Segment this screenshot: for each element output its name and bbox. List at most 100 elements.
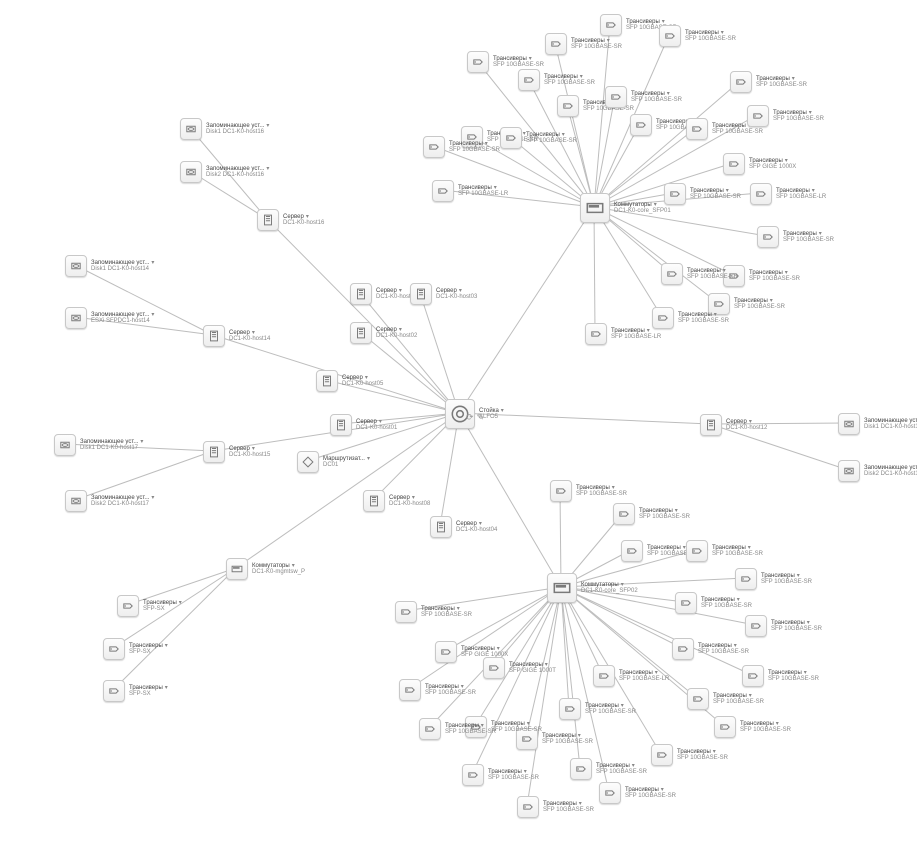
node-s1_6[interactable]: Трансиверы▾SFP 10GBASE-SR [545,33,622,55]
node-s1_9[interactable]: Трансиверы▾SFP 10GBASE-SR [605,86,682,108]
node-hub_sfp2[interactable]: Коммутаторы▾DC1-K0-core_SFP02 [547,573,638,603]
sfp-icon [686,540,708,562]
sfp-icon [103,638,125,660]
disk-icon [180,161,202,183]
node-sub-text: SFP 10GBASE-SR [491,727,542,733]
node-label: Запоминающее уст...▾Disk1 DC1-K0-host12 [864,418,917,431]
node-srv07[interactable]: Сервер▾DC1-K0-host07 [350,283,417,305]
node-s2_20[interactable]: Трансиверы▾SFP 10GBASE-SR [419,718,496,740]
sfp-icon [735,568,757,590]
node-s2_18[interactable]: Трансиверы▾SFP 10GBASE-SR [462,764,539,786]
node-sub-text: DC1-K0-core_SFP02 [581,588,638,594]
node-label: Трансиверы▾SFP-SX [129,685,168,698]
node-s2_12[interactable]: Трансиверы▾SFP 10GBASE-LR [593,665,669,687]
node-s2_7[interactable]: Трансиверы▾SFP 10GBASE-SR [672,638,749,660]
refresh-icon[interactable]: ⟳ [466,412,474,423]
node-label: Трансиверы▾SFP 10GBASE-SR [677,749,728,762]
node-hub_srv12[interactable]: Сервер▾DC1-K0-host12 [700,414,767,436]
node-s2_13[interactable]: Трансиверы▾SFP 10GBASE-SR [599,782,676,804]
node-srv03[interactable]: Сервер▾DC1-K0-host03 [410,283,477,305]
node-srv04[interactable]: Сервер▾DC1-K0-host04 [430,516,497,538]
node-s2_21[interactable]: Трансиверы▾SFP 10GBASE-SR [399,679,476,701]
node-srv08[interactable]: Сервер▾DC1-K0-host08 [363,490,430,512]
node-sub-text: DC1-K0-host15 [229,452,270,458]
node-hub_sfp1[interactable]: Коммутаторы▾DC1-K0-core_SFP01 [580,193,671,223]
node-s1_5[interactable]: Трансиверы▾SFP 10GBASE-SR [518,69,595,91]
node-mg3[interactable]: Трансиверы▾SFP-SX [103,680,168,702]
node-s2_24[interactable]: Трансиверы▾SFP 10GBASE-SR [395,601,472,623]
node-s1_13[interactable]: Трансиверы▾SFP 10GBASE-SR [730,71,807,93]
node-s1_23[interactable]: Трансиверы▾SFP 10GBASE-LR [585,323,661,345]
edit-icon[interactable]: ✎ [477,412,485,423]
node-label: Трансиверы▾SFP 10GBASE-SR [596,763,647,776]
node-st15b[interactable]: Запоминающее уст...▾Disk2 DC1-K0-host17 [65,490,154,512]
node-s2_14[interactable]: Трансиверы▾SFP 10GBASE-SR [570,758,647,780]
node-sub-text: DC1-K0-host04 [456,527,497,533]
node-s2_9[interactable]: Трансиверы▾SFP 10GBASE-SR [687,688,764,710]
node-sub-text: Disk1 DC1-K0-host12 [864,424,917,430]
node-s2_23[interactable]: Трансиверы▾SFP GIGE 1000T [483,657,556,679]
node-st14a[interactable]: Запоминающее уст...▾Disk1 DC1-K0-host14 [65,255,154,277]
node-sub-text: SFP 10GBASE-SR [740,727,791,733]
node-s2_10[interactable]: Трансиверы▾SFP 10GBASE-SR [714,716,791,738]
node-rtr[interactable]: Маршрутизат...▾DC01 [297,451,370,473]
node-st14b[interactable]: Запоминающее уст...▾ESXi SFPDC1-host14 [65,307,154,329]
node-s1_4[interactable]: Трансиверы▾SFP 10GBASE-SR [500,127,577,149]
node-s1_15[interactable]: Трансиверы▾SFP GIGE 1000X [723,153,796,175]
server-icon [700,414,722,436]
node-label: Трансиверы▾SFP 10GBASE-SR [543,801,594,814]
node-sub-text: Disk1 DC1-K0-host14 [91,266,154,272]
node-mg1[interactable]: Трансиверы▾SFP-SX [117,595,182,617]
node-hub_srv14[interactable]: Сервер▾DC1-K0-host14 [203,325,270,347]
node-s2_6[interactable]: Трансиверы▾SFP 10GBASE-SR [745,615,822,637]
node-hub_mgmt[interactable]: Коммутаторы▾DC1-K0-mgmtsw_P [226,558,305,580]
node-s1_10[interactable]: Трансиверы▾SFP 10GBASE-SR [659,25,736,47]
node-srv01[interactable]: Сервер▾DC1-K0-host01 [330,414,397,436]
node-sub-text: SFP 10GBASE-SR [687,274,738,280]
node-label: Трансиверы▾SFP 10GBASE-SR [773,110,824,123]
node-sub-text: Disk2 DC1-K0-host16 [206,172,269,178]
node-s1_18[interactable]: Трансиверы▾SFP 10GBASE-SR [757,226,834,248]
node-s1_2[interactable]: Трансиверы▾SFP 10GBASE-SR [423,136,500,158]
node-s2_3[interactable]: Трансиверы▾SFP 10GBASE-SR [686,540,763,562]
node-srvS[interactable]: Сервер▾DC1-K0-host05 [316,370,383,392]
node-s1_0[interactable]: Трансиверы▾SFP 10GBASE-LR [432,180,508,202]
sfp-icon [550,480,572,502]
node-hub_srv15[interactable]: Сервер▾DC1-K0-host15 [203,441,270,463]
node-s1_22[interactable]: Трансиверы▾SFP 10GBASE-SR [652,307,729,329]
disk-icon [838,460,860,482]
node-s2_0[interactable]: Трансиверы▾SFP 10GBASE-SR [550,480,627,502]
node-sub-text: DC1-K0-host05 [342,381,383,387]
node-s1_17[interactable]: Трансиверы▾SFP 10GBASE-SR [664,183,741,205]
node-sub-text: SFP 10GBASE-SR [576,491,627,497]
node-mg2[interactable]: Трансиверы▾SFP-SX [103,638,168,660]
node-s1_20[interactable]: Трансиверы▾SFP 10GBASE-SR [661,263,738,285]
node-label: Трансиверы▾SFP 10GBASE-SR [685,30,736,43]
node-st12b[interactable]: Запоминающее уст...▾Disk2 DC1-K0-host12 [838,460,917,482]
disk-icon [54,434,76,456]
node-st15a[interactable]: Запоминающее уст...▾Disk1 DC1-K0-host17 [54,434,143,456]
node-label: Трансиверы▾SFP 10GBASE-LR [776,188,826,201]
node-st16a[interactable]: Запоминающее уст...▾Disk1 DC1-K0-host16 [180,118,269,140]
node-s1_16[interactable]: Трансиверы▾SFP 10GBASE-LR [750,183,826,205]
sfp-icon [500,127,522,149]
node-st12a[interactable]: Запоминающее уст...▾Disk1 DC1-K0-host12 [838,413,917,435]
node-sub-text: SFP 10GBASE-SR [631,97,682,103]
node-label: Трансиверы▾SFP 10GBASE-SR [625,787,676,800]
node-label: Запоминающее уст...▾ESXi SFPDC1-host14 [91,312,154,325]
node-srv02[interactable]: Сервер▾DC1-K0-host02 [350,322,417,344]
sfp-icon [613,503,635,525]
node-st16b[interactable]: Запоминающее уст...▾Disk2 DC1-K0-host16 [180,161,269,183]
node-s2_5[interactable]: Трансиверы▾SFP 10GBASE-SR [675,592,752,614]
node-s2_15[interactable]: Трансиверы▾SFP 10GBASE-SR [559,698,636,720]
node-hub_srv16[interactable]: Сервер▾DC1-K0-host16 [257,209,324,231]
node-s2_8[interactable]: Трансиверы▾SFP 10GBASE-SR [742,665,819,687]
node-s2_16[interactable]: Трансиверы▾SFP 10GBASE-SR [517,796,594,818]
sfp-icon [432,180,454,202]
node-sub-text: SFP 10GBASE-SR [421,612,472,618]
topology-canvas[interactable]: Стойка▾ALFO5⟳✎Коммутаторы▾DC1-K0-core_SF… [0,0,917,841]
node-s1_14[interactable]: Трансиверы▾SFP 10GBASE-SR [747,105,824,127]
node-s2_4[interactable]: Трансиверы▾SFP 10GBASE-SR [735,568,812,590]
node-s2_1[interactable]: Трансиверы▾SFP 10GBASE-SR [613,503,690,525]
node-s2_11[interactable]: Трансиверы▾SFP 10GBASE-SR [651,744,728,766]
